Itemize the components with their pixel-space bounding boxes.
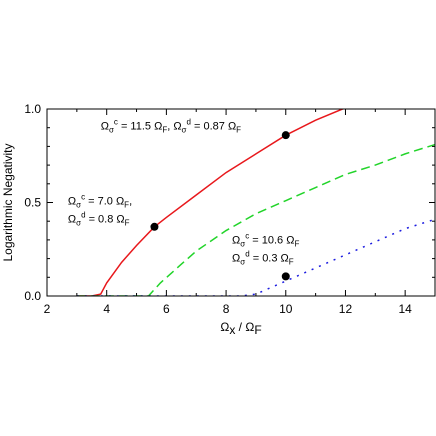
points-layer [150, 131, 290, 281]
x-tick-label: 14 [398, 302, 412, 316]
y-tick-label: 0.5 [24, 196, 41, 210]
x-axis-label: Ωx / ΩF [220, 320, 261, 337]
x-tick-label: 8 [223, 302, 230, 316]
data-point [281, 272, 290, 281]
data-point [281, 131, 290, 140]
annotation-3-line-1: Ωσc = 10.6 ΩF [232, 232, 299, 249]
annotation-1-line-1: Ωσc = 7.0 ΩF, [68, 192, 132, 209]
annotation-layer: Ωσc = 7.0 ΩF,Ωσd = 0.8 ΩF Ωσc = 11.5 ΩF, … [68, 118, 300, 267]
y-tick-label: 0.0 [24, 289, 41, 303]
annotation-3-line-2: Ωσd = 0.3 ΩF [232, 250, 294, 267]
x-tick-label: 2 [44, 302, 51, 316]
y-axis-label: Logarithmic Negativity [1, 143, 15, 261]
x-tick-label: 12 [339, 302, 353, 316]
series-line-2 [76, 143, 435, 296]
x-tick-label: 10 [279, 302, 293, 316]
ticks-layer: 2 4 6 8 10 12 14 0.0 0.5 1.0 [24, 102, 435, 316]
x-tick-label: 6 [163, 302, 170, 316]
data-point [150, 222, 159, 231]
annotation-1-line-2: Ωσd = 0.8 ΩF [68, 210, 130, 227]
series-line-1 [76, 109, 345, 296]
series-layer [76, 109, 435, 296]
annotation-2-line-1: Ωσc = 11.5 ΩF, Ωσd = 0.87 ΩF [101, 118, 241, 135]
x-tick-label: 4 [103, 302, 110, 316]
y-tick-label: 1.0 [24, 102, 41, 116]
